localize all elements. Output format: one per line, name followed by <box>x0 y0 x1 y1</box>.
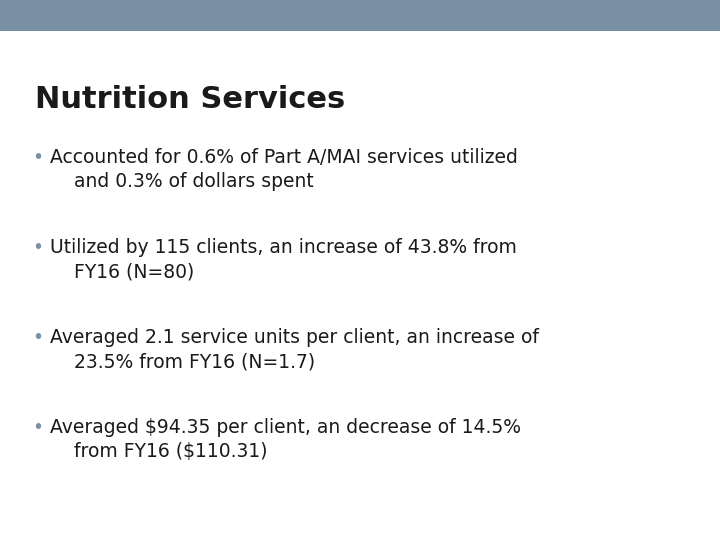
Text: •: • <box>32 418 43 437</box>
Text: •: • <box>32 238 43 257</box>
Text: Utilized by 115 clients, an increase of 43.8% from
    FY16 (N=80): Utilized by 115 clients, an increase of … <box>50 238 517 281</box>
Text: Accounted for 0.6% of Part A/MAI services utilized
    and 0.3% of dollars spent: Accounted for 0.6% of Part A/MAI service… <box>50 148 518 191</box>
Text: Averaged $94.35 per client, an decrease of 14.5%
    from FY16 ($110.31): Averaged $94.35 per client, an decrease … <box>50 418 521 461</box>
Bar <box>0 0 720 31</box>
Text: Averaged 2.1 service units per client, an increase of
    23.5% from FY16 (N=1.7: Averaged 2.1 service units per client, a… <box>50 328 539 372</box>
Text: •: • <box>32 328 43 347</box>
Text: Nutrition Services: Nutrition Services <box>35 85 346 114</box>
Text: •: • <box>32 148 43 167</box>
